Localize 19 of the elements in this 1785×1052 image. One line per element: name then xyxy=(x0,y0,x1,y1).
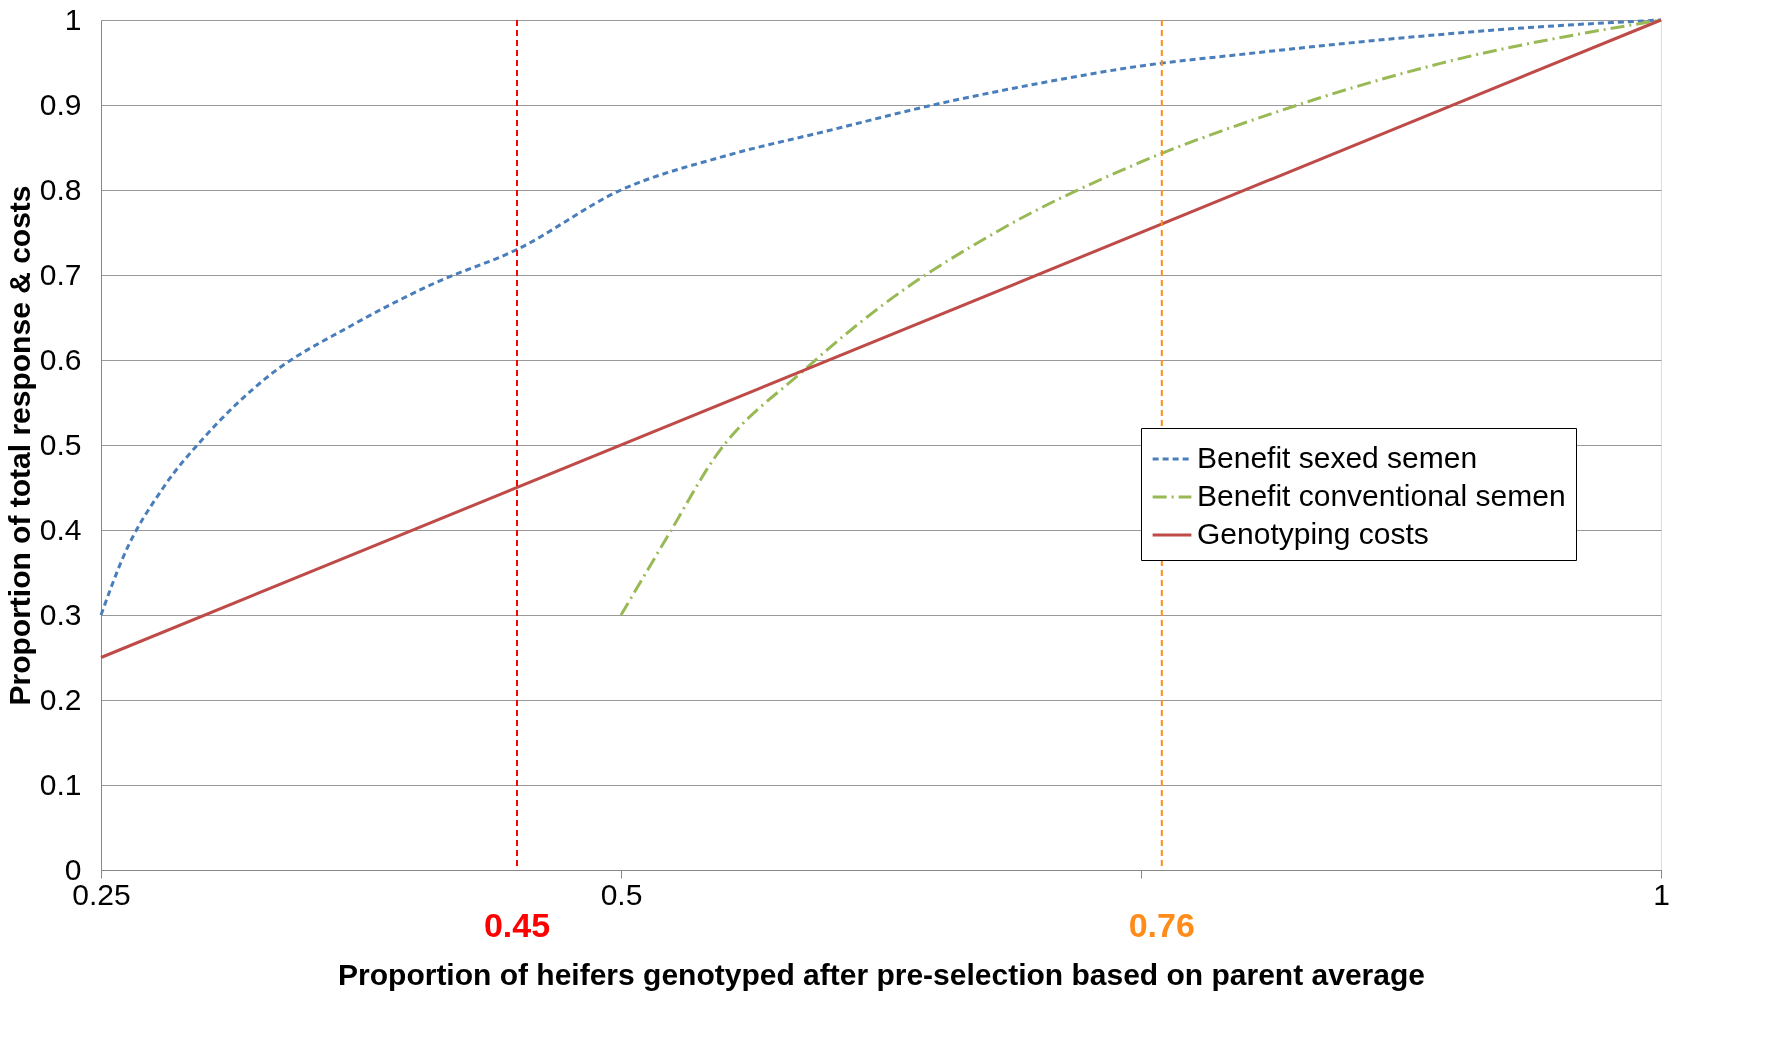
legend-label: Benefit sexed semen xyxy=(1197,441,1478,474)
legend-label: Benefit conventional semen xyxy=(1197,479,1566,512)
y-axis-title: Proportion of total response & costs xyxy=(2,185,36,706)
y-tick-label: 1 xyxy=(64,2,82,36)
x-axis-title: Proportion of heifers genotyped after pre-selection based on parent average xyxy=(338,957,1425,991)
ref-line-label: 0.45 xyxy=(483,906,551,944)
y-tick-label: 0.3 xyxy=(39,597,82,631)
y-tick-label: 0.6 xyxy=(39,342,82,376)
ref-line-label: 0.76 xyxy=(1128,906,1195,944)
y-tick-label: 0.9 xyxy=(39,87,82,121)
x-tick-label: 1 xyxy=(1653,877,1670,911)
y-tick-label: 0.1 xyxy=(39,767,82,801)
y-tick-label: 0.5 xyxy=(39,427,82,461)
x-tick-label: 0.5 xyxy=(600,877,643,911)
y-tick-label: 0.8 xyxy=(39,172,82,206)
legend-label: Genotyping costs xyxy=(1197,517,1429,550)
y-tick-label: 0.7 xyxy=(39,257,82,291)
y-tick-label: 0.4 xyxy=(39,512,82,546)
y-tick-label: 0.2 xyxy=(39,682,82,716)
